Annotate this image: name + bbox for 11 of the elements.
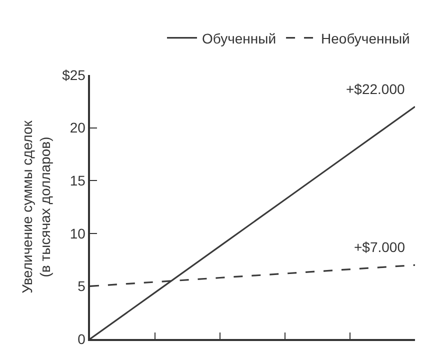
y-tick-label: $25 <box>62 66 86 83</box>
y-tick-label: 5 <box>78 278 86 294</box>
legend-label: Обученный <box>202 30 276 46</box>
y-tick-label: 0 <box>78 330 86 347</box>
annotation: +$22.000 <box>346 81 405 97</box>
legend-label: Необученный <box>321 30 410 46</box>
annotation: +$7.000 <box>354 239 406 255</box>
y-tick-label: 20 <box>70 120 86 136</box>
y-tick-label: 10 <box>70 225 86 242</box>
y-axis-title: Увеличение суммы сделок (в тысячах долларов) <box>18 120 54 294</box>
y-tick-label: 15 <box>70 172 86 188</box>
